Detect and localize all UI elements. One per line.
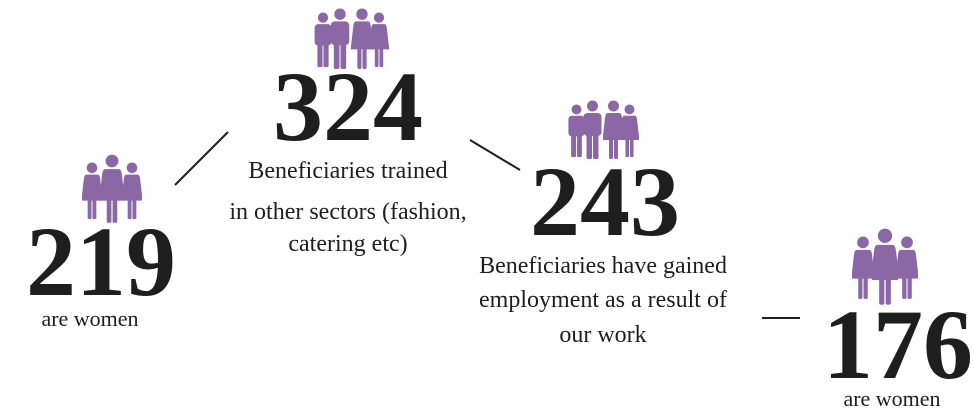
connector [174, 131, 229, 186]
stat-caption: are women [843, 386, 940, 411]
stat-number: 324 [273, 51, 423, 162]
stat-number: 176 [823, 289, 973, 400]
stat-caption: our work [559, 322, 646, 348]
stat-number: 243 [530, 146, 680, 257]
stat-number: 219 [26, 206, 176, 317]
stat-caption: are women [41, 306, 138, 331]
stat-caption: in other sectors (fashion, [229, 199, 466, 225]
stat-caption: employment as a result of [479, 287, 727, 313]
connector [469, 139, 521, 171]
stat-caption: Beneficiaries have gained [479, 253, 727, 279]
stat-caption: Beneficiaries trained [248, 158, 447, 184]
stat-caption: catering etc) [288, 231, 407, 257]
